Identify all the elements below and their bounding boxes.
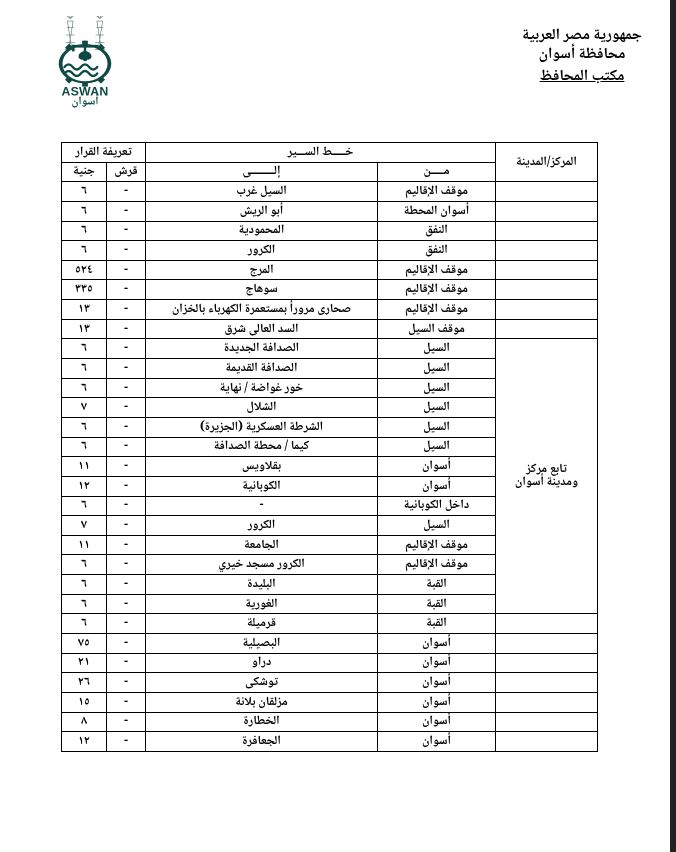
svg-text:أسوان: أسوان [71, 94, 98, 113]
